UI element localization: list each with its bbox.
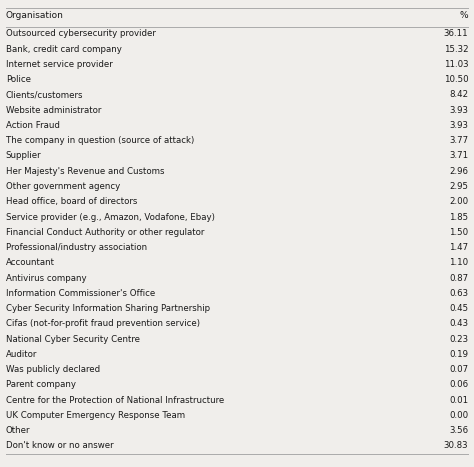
Text: 3.93: 3.93: [449, 121, 468, 130]
Text: UK Computer Emergency Response Team: UK Computer Emergency Response Team: [6, 411, 185, 420]
Text: 2.00: 2.00: [449, 197, 468, 206]
Text: %: %: [460, 11, 468, 20]
Text: Was publicly declared: Was publicly declared: [6, 365, 100, 374]
Text: Information Commissioner's Office: Information Commissioner's Office: [6, 289, 155, 298]
Text: Other government agency: Other government agency: [6, 182, 120, 191]
Text: Her Majesty's Revenue and Customs: Her Majesty's Revenue and Customs: [6, 167, 164, 176]
Text: 2.95: 2.95: [449, 182, 468, 191]
Text: Police: Police: [6, 75, 31, 84]
Text: 0.43: 0.43: [449, 319, 468, 328]
Text: 11.03: 11.03: [444, 60, 468, 69]
Text: 15.32: 15.32: [444, 45, 468, 54]
Text: Financial Conduct Authority or other regulator: Financial Conduct Authority or other reg…: [6, 228, 204, 237]
Text: 0.45: 0.45: [449, 304, 468, 313]
Text: Internet service provider: Internet service provider: [6, 60, 112, 69]
Text: Accountant: Accountant: [6, 258, 55, 267]
Text: Cyber Security Information Sharing Partnership: Cyber Security Information Sharing Partn…: [6, 304, 210, 313]
Text: Don't know or no answer: Don't know or no answer: [6, 441, 113, 450]
Text: Outsourced cybersecurity provider: Outsourced cybersecurity provider: [6, 29, 155, 38]
Text: National Cyber Security Centre: National Cyber Security Centre: [6, 334, 140, 344]
Text: 1.85: 1.85: [449, 212, 468, 221]
Text: 0.07: 0.07: [449, 365, 468, 374]
Text: Bank, credit card company: Bank, credit card company: [6, 45, 121, 54]
Text: 0.87: 0.87: [449, 274, 468, 283]
Text: The company in question (source of attack): The company in question (source of attac…: [6, 136, 194, 145]
Text: Professional/industry association: Professional/industry association: [6, 243, 147, 252]
Text: 0.19: 0.19: [449, 350, 468, 359]
Text: Service provider (e.g., Amazon, Vodafone, Ebay): Service provider (e.g., Amazon, Vodafone…: [6, 212, 215, 221]
Text: Clients/customers: Clients/customers: [6, 91, 83, 99]
Text: 1.10: 1.10: [449, 258, 468, 267]
Text: 1.47: 1.47: [449, 243, 468, 252]
Text: 0.01: 0.01: [449, 396, 468, 404]
Text: 3.77: 3.77: [449, 136, 468, 145]
Text: 0.06: 0.06: [449, 381, 468, 389]
Text: Action Fraud: Action Fraud: [6, 121, 60, 130]
Text: 10.50: 10.50: [444, 75, 468, 84]
Text: 0.63: 0.63: [449, 289, 468, 298]
Text: 8.42: 8.42: [449, 91, 468, 99]
Text: 30.83: 30.83: [444, 441, 468, 450]
Text: Supplier: Supplier: [6, 151, 41, 161]
Text: Parent company: Parent company: [6, 381, 76, 389]
Text: 3.56: 3.56: [449, 426, 468, 435]
Text: 1.50: 1.50: [449, 228, 468, 237]
Text: 2.96: 2.96: [449, 167, 468, 176]
Text: Website administrator: Website administrator: [6, 106, 101, 115]
Text: Organisation: Organisation: [6, 11, 64, 20]
Text: 0.23: 0.23: [449, 334, 468, 344]
Text: Head office, board of directors: Head office, board of directors: [6, 197, 137, 206]
Text: 0.00: 0.00: [449, 411, 468, 420]
Text: Centre for the Protection of National Infrastructure: Centre for the Protection of National In…: [6, 396, 224, 404]
Text: Antivirus company: Antivirus company: [6, 274, 86, 283]
Text: Auditor: Auditor: [6, 350, 37, 359]
Text: 3.93: 3.93: [449, 106, 468, 115]
Text: 36.11: 36.11: [444, 29, 468, 38]
Text: Cifas (not-for-profit fraud prevention service): Cifas (not-for-profit fraud prevention s…: [6, 319, 200, 328]
Text: 3.71: 3.71: [449, 151, 468, 161]
Text: Other: Other: [6, 426, 30, 435]
